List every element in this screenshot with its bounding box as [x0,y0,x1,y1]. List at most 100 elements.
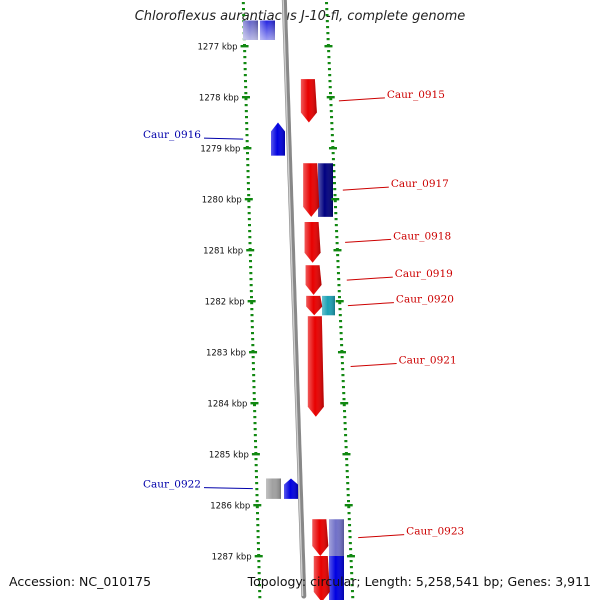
track-dot [252,368,255,371]
track-dot [246,170,250,173]
track-dot [336,254,340,257]
track-dot [343,410,347,413]
feature-bar [266,478,281,499]
track-dot [256,512,259,515]
tick-mark [253,504,262,507]
track-dot [245,134,249,137]
feature-bar [260,20,275,40]
track-dot [258,596,262,599]
gene-arrows [271,79,330,600]
track-dot [343,422,347,425]
track-dot [249,272,253,275]
track-dot [326,32,330,35]
gene-label-caur-0916: Caur_0916 [143,129,201,141]
track-dot [246,152,249,155]
feature-bar [243,20,258,40]
track-dot [330,116,334,119]
track-dot [325,2,329,5]
gene-leader-line [338,97,385,102]
track-dot [242,14,246,17]
track-dot [243,62,247,65]
track-dot [244,86,248,89]
track-dot [250,302,254,305]
track-dot [255,506,259,509]
tick-mark [342,453,351,456]
track-dot [253,404,256,407]
track-dot [340,356,344,359]
tick-mark [254,555,263,558]
track-dot [247,206,251,209]
track-dot [327,56,331,59]
track-dot [350,578,354,581]
track-dot [249,266,253,269]
gene-leader-line [358,534,405,539]
track-dot [244,104,248,107]
tick-label: 1280 kbp [202,196,242,206]
tick-mark [346,555,355,558]
tick-mark [335,300,344,303]
track-dot [249,290,253,293]
track-dot [326,38,330,41]
tick-label: 1284 kbp [207,400,247,410]
gene-arrow-caur-0922 [284,478,298,499]
track-dot [346,488,350,491]
track-dot [341,386,345,389]
track-dot [245,128,249,131]
track-dot [350,584,354,587]
track-dot [351,596,355,599]
tick-mark [247,300,256,303]
track-dot [251,338,255,341]
track-dot [349,548,353,551]
track-dot [257,566,261,569]
gene-label-caur-0917: Caur_0917 [391,178,449,190]
tick-mark [328,147,337,150]
gene-leader-line [346,276,393,281]
track-dot [255,494,259,497]
track-dot [243,68,247,71]
dotted-tracks [241,2,355,599]
gene-arrow-partial [313,556,330,600]
gene-label-caur-0920: Caur_0920 [396,294,454,306]
track-dot [243,56,247,59]
gene-label-caur-0915: Caur_0915 [387,89,445,101]
track-dot [255,476,258,479]
track-dot [257,560,261,563]
track-dot [349,560,353,563]
track-dot [334,224,338,227]
track-dot [252,380,256,383]
track-dot [346,494,350,497]
track-dot [248,254,252,257]
track-dot [349,566,353,569]
track-dot [328,74,332,77]
track-dot [327,50,331,53]
track-dot [244,92,248,95]
track-dot [350,590,354,593]
tick-label: 1278 kbp [199,94,239,104]
track-dot [256,524,260,527]
track-dot [251,362,255,365]
feature-bar [322,295,335,316]
gene-label-caur-0919: Caur_0919 [395,268,453,280]
track-dot [256,518,260,521]
track-dot [345,458,349,461]
track-dot [344,434,348,437]
gene-label-caur-0923: Caur_0923 [406,526,464,538]
track-dot [342,398,346,401]
track-dot [350,572,354,575]
feature-bar [318,163,333,217]
gene-arrow-caur-0920 [306,295,323,316]
track-dot [244,80,247,83]
track-dot [246,158,250,161]
tick-mark [243,147,252,150]
track-dot [341,374,345,377]
track-dot [248,236,252,239]
track-dot [253,410,257,413]
tick-mark [246,249,255,252]
track-dot [248,224,251,227]
track-dot [257,578,261,581]
gene-leader-line [342,186,389,191]
track-dot [246,164,250,167]
track-dot [327,62,331,65]
track-dot [251,332,254,335]
tick-label: 1277 kbp [197,43,237,53]
